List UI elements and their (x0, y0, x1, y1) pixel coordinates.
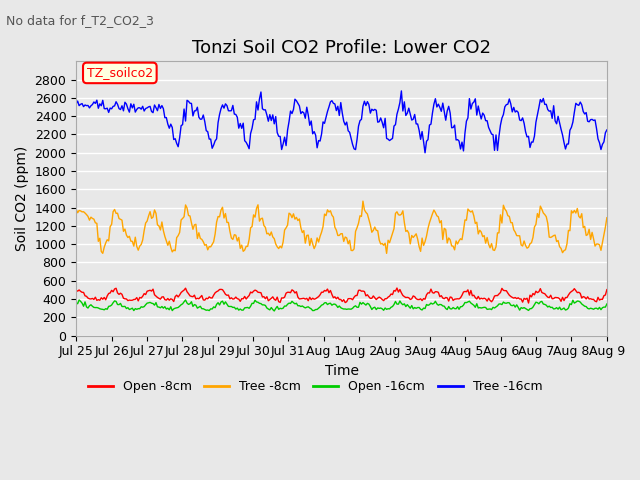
Title: Tonzi Soil CO2 Profile: Lower CO2: Tonzi Soil CO2 Profile: Lower CO2 (192, 39, 491, 57)
X-axis label: Time: Time (324, 364, 358, 378)
Legend: Open -8cm, Tree -8cm, Open -16cm, Tree -16cm: Open -8cm, Tree -8cm, Open -16cm, Tree -… (83, 375, 547, 398)
Text: No data for f_T2_CO2_3: No data for f_T2_CO2_3 (6, 14, 154, 27)
Y-axis label: Soil CO2 (ppm): Soil CO2 (ppm) (15, 146, 29, 251)
Text: TZ_soilco2: TZ_soilco2 (87, 66, 153, 79)
